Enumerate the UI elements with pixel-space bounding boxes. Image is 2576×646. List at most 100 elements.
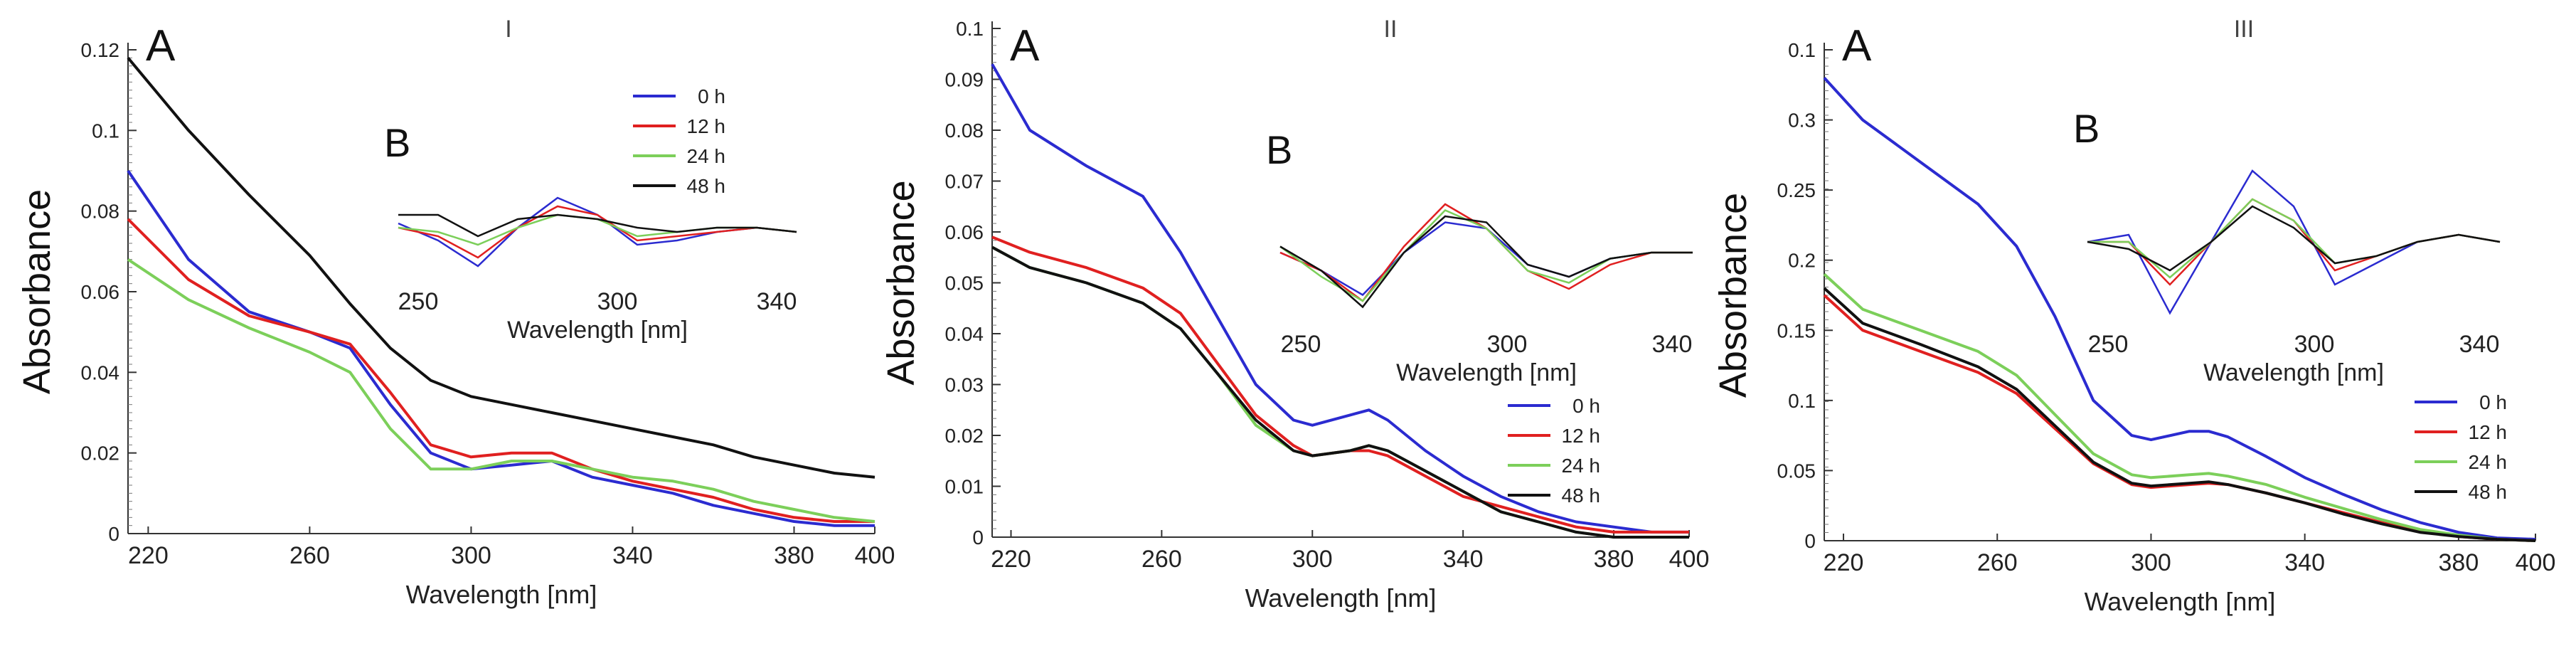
y-tick-label: 0.09 — [945, 69, 984, 91]
legend-label: 48 h — [1562, 484, 1601, 507]
series-line-24h — [1823, 272, 2536, 542]
y-axis-label: Absorbance — [1712, 193, 1755, 398]
y-axis-label: Absorbance — [16, 189, 58, 394]
x-tick-label: 220 — [128, 542, 169, 569]
inset-series-48h — [1279, 215, 1693, 309]
x-tick-label: 340 — [1443, 546, 1484, 573]
inset-x-tick-label: 300 — [2294, 331, 2335, 358]
inset-series-48h — [398, 213, 797, 238]
y-tick-label: 0 — [108, 523, 119, 545]
legend-label: 12 h — [1562, 425, 1601, 447]
x-tick-label: 340 — [612, 542, 653, 569]
y-tick-label: 0.08 — [81, 201, 120, 223]
inset-series-0h — [398, 196, 797, 268]
x-tick-label: 300 — [2131, 549, 2171, 576]
panel-III: III 220 260 300 340 380 400 0 0.05 0.1 0.15 0.2 0.25… — [1712, 16, 2555, 616]
y-tick-label: 0.1 — [92, 120, 119, 142]
y-tick-label: 0.04 — [945, 323, 984, 345]
main-plot-label: A — [1842, 21, 1872, 70]
inset-x-tick-label: 250 — [1281, 331, 1321, 358]
x-tick-label: 260 — [1141, 546, 1182, 573]
y-tick-label: 0.07 — [945, 171, 984, 193]
legend-label: 48 h — [687, 175, 726, 197]
panel-I: I 220 260 300 340 380 400 0 0.02 0.04 0.06 0.08 0.1 0… — [16, 16, 895, 609]
inset-x-tick-label: 250 — [398, 288, 439, 315]
panel-II: II 220 260 300 340 380 400 0 0.01 0.02 0.03 0.04 0.0… — [880, 16, 1709, 613]
y-tick-label: 0.2 — [1788, 250, 1816, 272]
x-tick-label: 400 — [2516, 549, 2556, 576]
x-tick-label: 220 — [1824, 549, 1864, 576]
inset-x-axis-label: Wavelength [nm] — [1396, 359, 1577, 386]
x-tick-label: 340 — [2284, 549, 2325, 576]
x-axis-label: Wavelength [nm] — [1245, 583, 1437, 613]
x-tick-label: 300 — [1292, 546, 1333, 573]
y-tick-label: 0.02 — [81, 443, 120, 465]
series-line-0h — [127, 169, 875, 527]
series-line-24h — [127, 258, 875, 523]
inset-series-12h — [398, 205, 797, 259]
inset-label: B — [2073, 106, 2099, 151]
y-tick-label: 0.1 — [1788, 39, 1816, 61]
inset-series-12h — [1279, 203, 1693, 302]
y-tick-label: 0.06 — [945, 221, 984, 243]
x-tick-label: 380 — [774, 542, 814, 569]
inset-x-tick-label: 340 — [757, 288, 797, 315]
x-axis-label: Wavelength [nm] — [406, 580, 597, 609]
inset-series-48h — [2087, 205, 2501, 272]
x-tick-label: 220 — [991, 546, 1031, 573]
y-tick-label: 0.03 — [945, 374, 984, 396]
y-tick-label: 0.05 — [1777, 460, 1816, 482]
y-tick-label: 0.25 — [1777, 179, 1816, 201]
series-line-48h — [1823, 287, 2536, 542]
y-tick-label: 0.08 — [945, 120, 984, 142]
main-plot-label: A — [146, 21, 176, 70]
panel-title: II — [1384, 16, 1398, 43]
y-tick-label: 0.3 — [1788, 110, 1816, 132]
legend-label: 24 h — [2469, 451, 2508, 473]
legend-label: 0 h — [1572, 395, 1600, 417]
y-tick-label: 0.1 — [956, 18, 984, 40]
legend-label: 24 h — [1562, 455, 1601, 477]
x-tick-label: 260 — [289, 542, 330, 569]
y-tick-label: 0.06 — [81, 281, 120, 303]
panel-title: III — [2234, 16, 2254, 43]
legend-label: 0 h — [698, 85, 725, 107]
legend-label: 48 h — [2469, 481, 2508, 503]
y-tick-label: 0.05 — [945, 272, 984, 295]
inset-x-axis-label: Wavelength [nm] — [507, 317, 688, 344]
x-tick-label: 380 — [1594, 546, 1634, 573]
inset-label: B — [384, 120, 410, 165]
y-tick-label: 0 — [1804, 530, 1816, 552]
inset-x-tick-label: 300 — [1487, 331, 1528, 358]
y-tick-label: 0.01 — [945, 476, 984, 498]
legend-label: 12 h — [2469, 421, 2508, 443]
series-line-12h — [991, 235, 1689, 534]
legend-label: 24 h — [687, 145, 726, 167]
y-tick-label: 0.15 — [1777, 319, 1816, 341]
inset-x-axis-label: Wavelength [nm] — [2203, 359, 2384, 386]
series-line-0h — [991, 63, 1689, 534]
y-tick-label: 0.12 — [81, 39, 120, 61]
inset-x-tick-label: 300 — [597, 288, 638, 315]
panel-title: I — [505, 16, 511, 43]
inset-series-0h — [2087, 169, 2501, 315]
series-line-0h — [1823, 77, 2536, 541]
series-line-48h — [991, 245, 1689, 539]
x-tick-label: 400 — [1669, 546, 1710, 573]
y-tick-label: 0 — [972, 526, 984, 549]
series-line-12h — [127, 218, 875, 523]
x-tick-label: 400 — [855, 542, 895, 569]
x-tick-label: 260 — [1977, 549, 2018, 576]
y-tick-label: 0.02 — [945, 425, 984, 447]
main-plot-label: A — [1010, 21, 1040, 70]
series-line-12h — [1823, 294, 2536, 542]
x-tick-label: 380 — [2439, 549, 2479, 576]
inset-x-tick-label: 340 — [2459, 331, 2500, 358]
inset-x-tick-label: 340 — [1652, 331, 1693, 358]
inset-x-tick-label: 250 — [2088, 331, 2129, 358]
legend-label: 0 h — [2479, 391, 2507, 413]
legend-label: 12 h — [687, 115, 726, 137]
inset-label: B — [1266, 127, 1292, 172]
x-tick-label: 300 — [451, 542, 491, 569]
